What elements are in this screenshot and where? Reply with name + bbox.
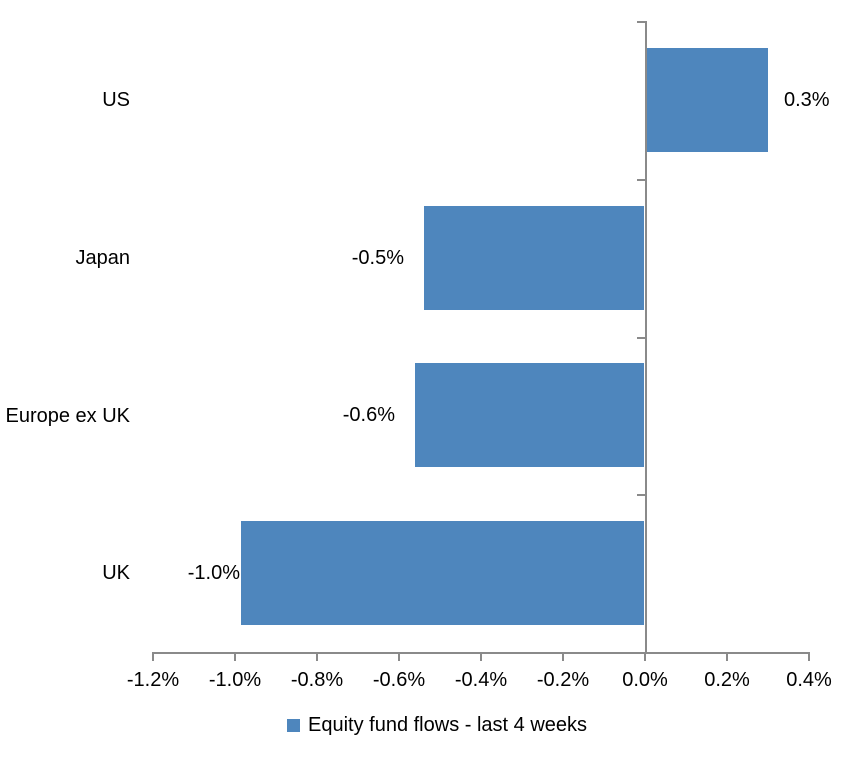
- legend-marker-icon: [287, 719, 300, 732]
- x-tick: [808, 654, 810, 661]
- data-label-europe-ex-uk: -0.6%: [342, 403, 395, 426]
- x-tick-label: -0.4%: [454, 668, 508, 691]
- x-tick-label: -1.2%: [126, 668, 180, 691]
- legend-label: Equity fund flows - last 4 weeks: [308, 714, 588, 736]
- x-tick: [562, 654, 564, 661]
- category-tick: [637, 494, 645, 496]
- category-tick: [637, 337, 645, 339]
- data-label-us: 0.3%: [784, 88, 830, 111]
- category-tick: [637, 21, 645, 23]
- x-tick-label: 0.2%: [704, 668, 750, 691]
- bar-japan: [424, 206, 644, 310]
- x-tick: [398, 654, 400, 661]
- x-tick: [234, 654, 236, 661]
- category-label-europe-ex-uk: Europe ex UK: [5, 404, 130, 427]
- x-tick-label: -1.0%: [208, 668, 262, 691]
- x-tick-label: -0.6%: [372, 668, 426, 691]
- x-tick: [480, 654, 482, 661]
- x-tick: [726, 654, 728, 661]
- category-label-uk: UK: [102, 561, 130, 584]
- x-tick-label: -0.8%: [290, 668, 344, 691]
- x-axis-line: [152, 652, 810, 654]
- legend: Equity fund flows - last 4 weeks: [287, 714, 587, 737]
- bar-uk: [241, 521, 644, 625]
- x-tick: [316, 654, 318, 661]
- x-tick: [644, 654, 646, 661]
- x-tick-label: 0.4%: [786, 668, 832, 691]
- data-label-uk: -1.0%: [187, 561, 240, 584]
- category-label-japan: Japan: [75, 246, 131, 269]
- x-tick-label: -0.2%: [536, 668, 590, 691]
- data-label-japan: -0.5%: [351, 246, 404, 269]
- bar-us: [647, 48, 768, 152]
- bar-europe-ex-uk: [415, 363, 644, 467]
- zero-axis-line: [645, 21, 647, 654]
- x-tick: [152, 654, 154, 661]
- x-tick-label: 0.0%: [622, 668, 668, 691]
- category-label-us: US: [102, 88, 130, 111]
- category-tick: [637, 179, 645, 181]
